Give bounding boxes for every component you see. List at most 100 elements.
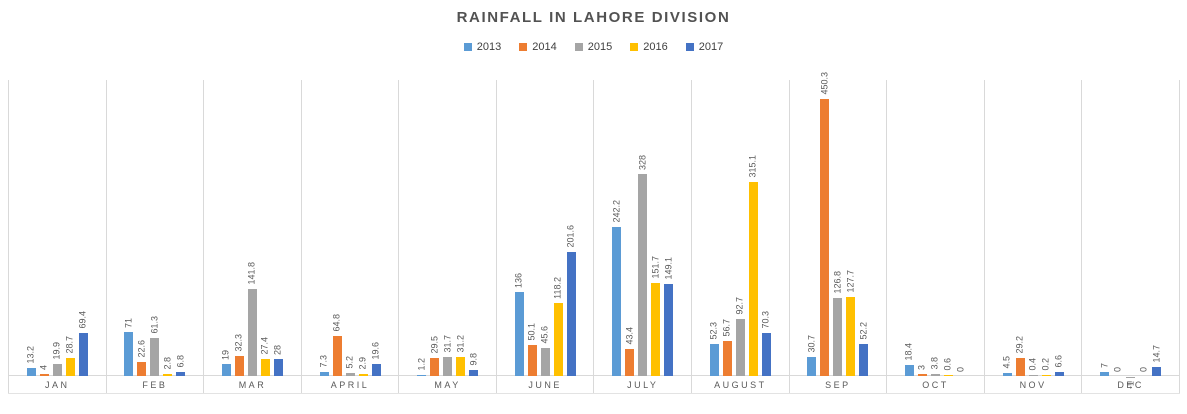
bar-cluster: 13.2 4 19.9 28.7 69.4 [9, 80, 106, 376]
bar-value-label: 50.1 [526, 323, 537, 341]
bar-2017-mar: 28 [273, 345, 283, 376]
bar-value-label: 19.6 [370, 342, 381, 360]
bar-value-label: 28.7 [64, 336, 75, 354]
bar-value-label: 2.8 [162, 357, 173, 370]
bar-2014-sep: 450.3 [819, 72, 830, 376]
bar-value-label: 18.4 [903, 343, 914, 361]
bar-2017-nov: 6.6 [1054, 355, 1064, 376]
bar-value-label: 450.3 [819, 72, 830, 95]
bar-value-label: 0.6 [942, 358, 953, 371]
bar-2015-feb: 61.3 [149, 316, 160, 376]
category-label-april: APRIL [330, 380, 370, 390]
bar-cluster: 7 0 -1 0 14.7 [1082, 80, 1179, 389]
bar-2014-june: 50.1 [527, 323, 537, 376]
bar-cluster: 30.7 450.3 126.8 127.7 52.2 [790, 72, 887, 376]
bar-value-label: 92.7 [734, 297, 745, 315]
bar-value-label: 7 [1099, 362, 1110, 368]
bar-value-label: 70.3 [760, 311, 771, 329]
bar-value-label: 30.7 [806, 335, 817, 353]
bar-2016-mar: 27.4 [260, 337, 270, 376]
bar-value-label: 201.6 [565, 225, 576, 248]
bar-2016-feb: 2.8 [162, 357, 173, 376]
bar-value-label: 5.2 [344, 356, 355, 369]
legend-swatch-icon [574, 43, 583, 51]
bar-value-label: 22.6 [136, 340, 147, 358]
bar-cluster: 136 50.1 45.6 118.2 201.6 [497, 80, 594, 376]
bar-2013-nov: 4.5 [1002, 356, 1012, 376]
category-label-sep: SEP [825, 380, 851, 390]
bar-value-label: 31.7 [442, 335, 453, 353]
category-group-dec: 7 0 -1 0 14.7 DEC [1081, 80, 1180, 393]
category-label-nov: NOV [1019, 380, 1047, 390]
bar-cluster: 71 22.6 61.3 2.8 6.8 [107, 80, 204, 376]
category-group-mar: 19 32.3 141.8 27.4 28 MAR [203, 80, 301, 393]
bar-cluster: 4.5 29.2 0.4 0.2 6.6 [985, 80, 1082, 376]
bar-2017-may: 9.8 [468, 353, 479, 376]
bar-2016-sep: 127.7 [845, 270, 856, 376]
legend: 2013 2014 2015 2016 2017 [0, 41, 1187, 53]
bar-value-label: 19 [220, 349, 231, 360]
bar-2013-mar: 19 [221, 350, 231, 376]
category-group-feb: 71 22.6 61.3 2.8 6.8 FEB [105, 80, 204, 393]
bar-value-label: 69.4 [77, 311, 88, 329]
bar-2017-june: 201.6 [566, 225, 576, 376]
bar-2017-july: 149.1 [663, 257, 674, 376]
bar-value-label: 13.2 [25, 346, 36, 364]
bar-value-label: 0 [955, 366, 966, 372]
bar-2017-sep: 52.2 [858, 322, 869, 376]
bar-value-label: 328 [637, 154, 648, 170]
legend-label: 2017 [698, 41, 724, 53]
legend-item-2017: 2017 [685, 41, 724, 53]
bar-2013-feb: 71 [123, 318, 134, 376]
legend-swatch-icon [519, 43, 528, 51]
bar-value-label: 27.4 [259, 337, 270, 355]
bar-value-label: 136 [513, 272, 524, 288]
bar-2014-nov: 29.2 [1015, 336, 1025, 376]
legend-item-2015: 2015 [574, 41, 613, 53]
bar-cluster: 19 32.3 141.8 27.4 28 [204, 80, 301, 376]
bar-2016-may: 31.2 [455, 335, 466, 376]
bar-2013-may: 1.2 [416, 358, 427, 376]
category-group-jan: 13.2 4 19.9 28.7 69.4 JAN [8, 80, 106, 393]
bar-value-label: 71 [123, 317, 134, 328]
bar-2016-june: 118.2 [553, 277, 563, 376]
bar-2017-april: 19.6 [371, 342, 381, 376]
bar-2016-april: 2.9 [358, 357, 368, 376]
bar-2015-sep: 126.8 [832, 271, 843, 376]
bar-value-label: 3.8 [929, 357, 940, 370]
legend-item-2014: 2014 [519, 41, 557, 53]
bar-value-label: 61.3 [149, 316, 160, 334]
legend-label: 2015 [587, 41, 613, 53]
bar-2015-nov: 0.4 [1028, 358, 1038, 376]
bar-2017-jan: 69.4 [78, 311, 88, 376]
bar-2015-april: 5.2 [345, 356, 355, 376]
category-group-august: 52.3 56.7 92.7 315.1 70.3 AUGUST [691, 80, 789, 393]
category-group-sep: 30.7 450.3 126.8 127.7 52.2 SEP [788, 72, 887, 393]
bar-2013-dec: 7 [1099, 363, 1110, 376]
bar-value-label: 32.3 [233, 334, 244, 352]
category-group-nov: 4.5 29.2 0.4 0.2 6.6 NOV [983, 80, 1082, 393]
bar-value-label: 31.2 [455, 335, 466, 353]
bar-2017-feb: 6.8 [175, 355, 186, 376]
bar-value-label: 52.3 [708, 322, 719, 340]
legend-label: 2016 [643, 41, 668, 53]
bar-value-label: 4.5 [1001, 356, 1012, 369]
bar-2014-mar: 32.3 [234, 334, 244, 376]
bar-value-label: 151.7 [650, 256, 661, 279]
chart-title: RAINFALL IN LAHORE DIVISION [456, 9, 731, 26]
category-label-oct: OCT [922, 380, 949, 390]
legend-swatch-icon [463, 43, 472, 51]
bar-value-label: 28 [272, 344, 283, 355]
bar-value-label: 141.8 [246, 262, 257, 285]
bar-2013-july: 242.2 [611, 200, 622, 376]
category-label-may: MAY [434, 380, 461, 390]
legend-item-2016: 2016 [630, 41, 668, 53]
bar-value-label: 45.6 [539, 326, 550, 344]
bar-2016-jan: 28.7 [65, 336, 75, 376]
bar-2015-mar: 141.8 [247, 262, 257, 376]
bar-2014-may: 29.5 [429, 336, 440, 376]
bar-value-label: 127.7 [845, 270, 856, 293]
category-group-may: 1.2 29.5 31.7 31.2 9.8 MAY [398, 80, 496, 393]
category-group-july: 242.2 43.4 328 151.7 149.1 JULY [593, 80, 691, 393]
bar-2015-august: 92.7 [735, 297, 745, 376]
